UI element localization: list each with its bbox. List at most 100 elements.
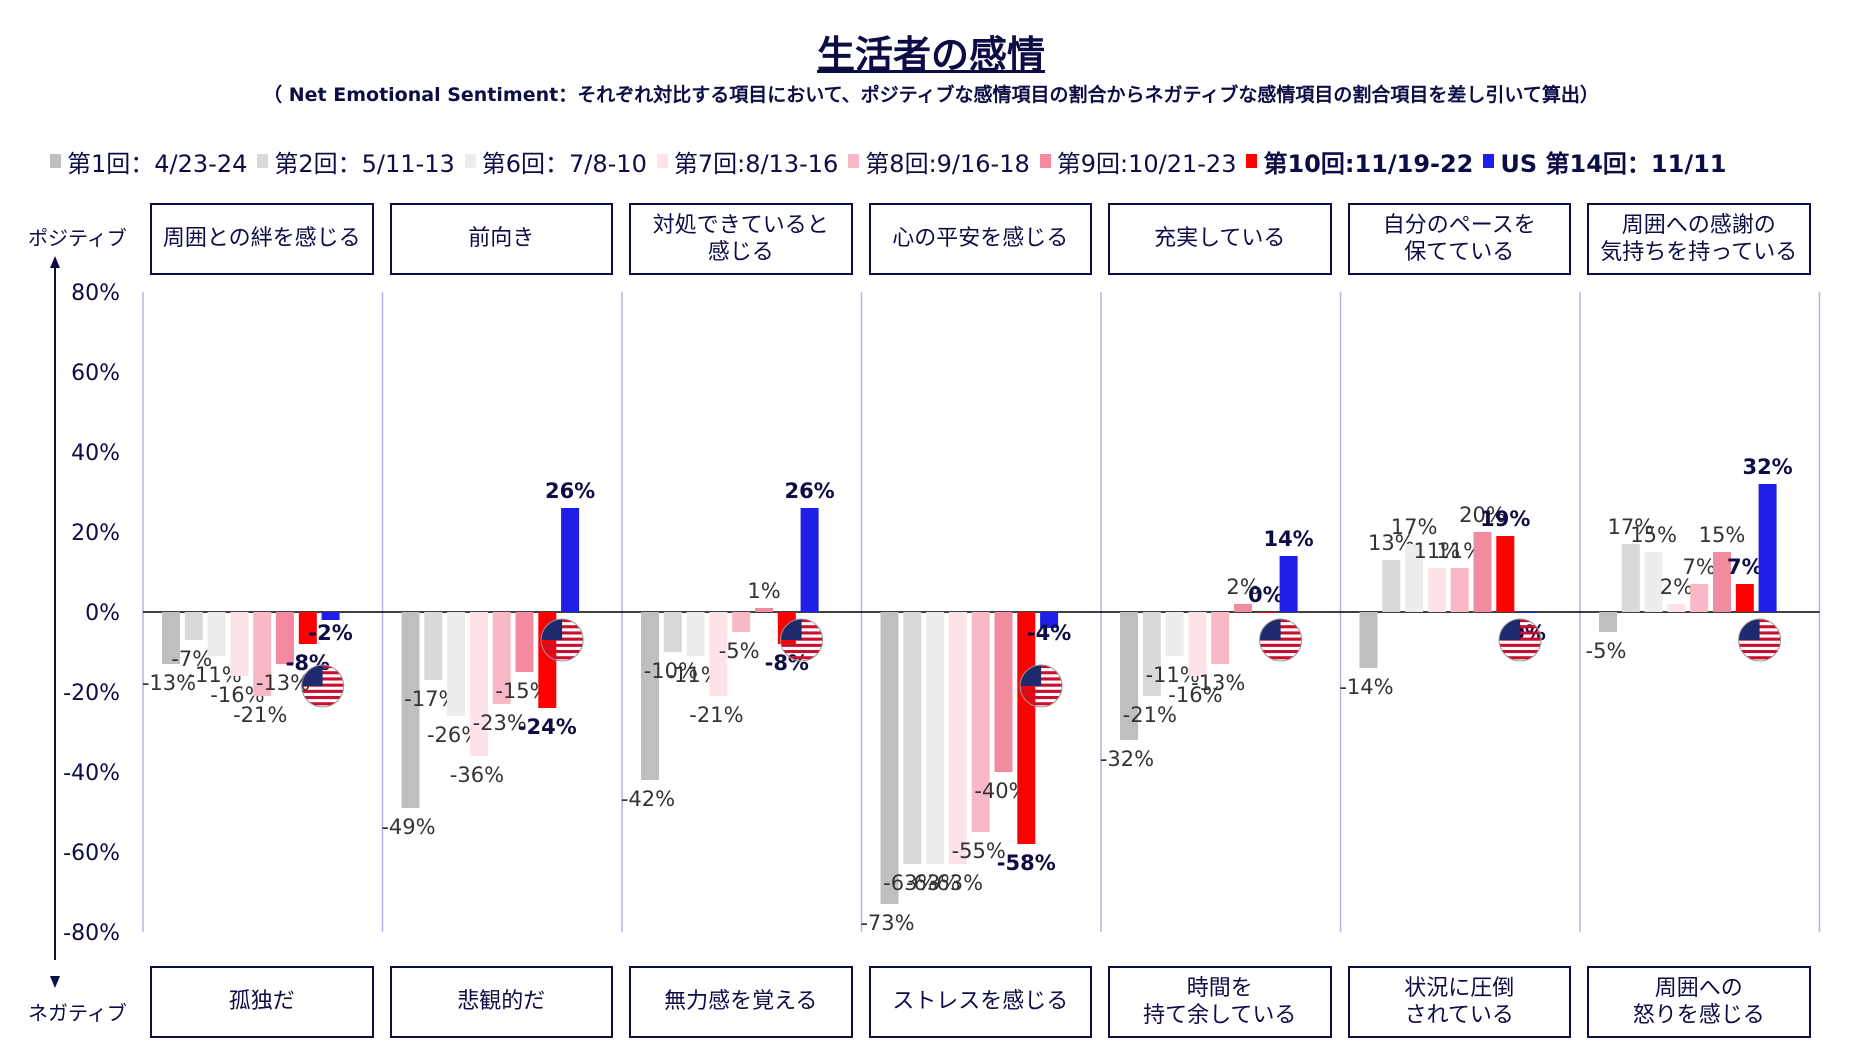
us-flag-icon — [301, 664, 345, 708]
value-label: 17% — [1391, 515, 1438, 539]
value-label: -21% — [233, 703, 287, 727]
value-label: 15% — [1699, 523, 1746, 547]
y-axis-arrow-up — [50, 256, 60, 268]
value-label: 7% — [1727, 555, 1763, 579]
bar — [469, 612, 488, 756]
value-label: 19% — [1480, 507, 1530, 531]
bar — [1405, 544, 1424, 612]
bar — [1473, 532, 1492, 612]
bar — [948, 612, 967, 864]
legend-label: 第9回:10/21-23 — [1056, 149, 1237, 178]
bar — [1188, 612, 1207, 676]
category-positive-label: 心の平安を感じる — [868, 203, 1092, 275]
bar — [1667, 604, 1686, 612]
bar — [1496, 536, 1515, 612]
bar — [926, 612, 945, 864]
bar — [880, 612, 899, 904]
legend-label: 第1回：4/23-24 — [67, 149, 248, 178]
value-label: -2% — [308, 621, 352, 645]
legend-item: 第2回：5/11-13 — [257, 144, 455, 179]
category-negative-label: ストレスを感じる — [868, 966, 1092, 1038]
value-label: -24% — [518, 715, 577, 739]
bar — [1621, 544, 1640, 612]
value-label: -14% — [1339, 675, 1393, 699]
legend-label: 第7回:8/13-16 — [673, 149, 839, 178]
legend-swatch — [1246, 154, 1258, 168]
value-label: -5% — [1586, 639, 1627, 663]
value-label: -63% — [929, 871, 983, 895]
bar — [276, 612, 294, 664]
bar — [994, 612, 1013, 772]
bar — [1735, 584, 1754, 612]
value-label: -13% — [142, 671, 196, 695]
value-label: -58% — [997, 851, 1056, 875]
bar — [298, 612, 317, 644]
legend-label: 第6回：7/8-10 — [481, 149, 647, 178]
category-positive-label: 周囲への感謝の 気持ちを持っている — [1587, 203, 1811, 275]
y-tick-label: 0% — [85, 601, 120, 626]
bar — [800, 508, 819, 612]
legend-swatch — [848, 154, 860, 168]
value-label: 26% — [784, 479, 834, 503]
y-axis-arrow-down — [50, 976, 60, 988]
bar — [1017, 612, 1036, 844]
category-negative-label: 悲観的だ — [389, 966, 613, 1038]
y-tick-label: -80% — [63, 921, 120, 946]
bar — [321, 612, 340, 620]
bar — [1450, 568, 1469, 612]
legend-item: US 第14回：11/11 — [1483, 144, 1726, 179]
category-positive-label: 充実している — [1108, 203, 1332, 275]
us-flag-icon — [1738, 618, 1782, 662]
bar — [1359, 612, 1378, 668]
legend-swatch — [656, 154, 668, 168]
bar — [207, 612, 226, 656]
value-label: -63% — [883, 871, 937, 895]
bar — [1120, 612, 1138, 740]
chart-subtitle: （ Net Emotional Sentiment：それぞれ対比する項目において… — [263, 84, 1599, 106]
value-label: -36% — [450, 763, 504, 787]
value-label: 1% — [747, 579, 780, 603]
category-positive-label: 周囲との絆を感じる — [150, 203, 374, 275]
bar — [515, 612, 534, 672]
value-label: 20% — [1459, 503, 1506, 527]
bar — [184, 612, 203, 640]
category-positive-label: 対処できていると 感じる — [629, 203, 853, 275]
legend-swatch — [1483, 154, 1495, 168]
value-label: 7% — [1683, 555, 1716, 579]
value-label: -5% — [719, 639, 760, 663]
value-label: -16% — [1168, 683, 1222, 707]
y-tick-label: 40% — [71, 441, 120, 466]
legend-label: 第2回：5/11-13 — [274, 149, 455, 178]
legend-swatch — [1039, 154, 1051, 168]
bar — [1382, 560, 1401, 612]
value-label: -4% — [1027, 621, 1071, 645]
bar — [1165, 612, 1184, 656]
category-positive-label: 自分のペースを 保てている — [1347, 203, 1571, 275]
bar — [1690, 584, 1709, 612]
category-negative-label: 孤独だ — [150, 966, 374, 1038]
legend-item: 第8回:9/16-18 — [848, 144, 1030, 179]
value-label: 26% — [545, 479, 595, 503]
bar — [1713, 552, 1731, 612]
bar — [492, 612, 511, 704]
us-flag-icon — [1259, 618, 1303, 662]
category-negative-label: 時間を 持て余している — [1108, 966, 1332, 1038]
value-label: -7% — [171, 647, 212, 671]
legend: 第1回：4/23-24 第2回：5/11-13 第6回：7/8-10 第7回:8/13… — [50, 144, 1736, 178]
bar — [732, 612, 751, 632]
category-negative-label: 周囲への 怒りを感じる — [1587, 966, 1811, 1038]
bar — [709, 612, 728, 696]
legend-item: 第10回:11/19-22 — [1246, 144, 1473, 179]
bar — [1519, 612, 1538, 613]
negative-axis-label: ネガティブ — [28, 1001, 127, 1025]
y-tick-label: -20% — [63, 681, 120, 706]
us-flag-icon — [1498, 618, 1542, 662]
bar — [1040, 612, 1059, 628]
value-label: -55% — [952, 839, 1006, 863]
bar — [1599, 612, 1617, 632]
bar — [561, 508, 580, 612]
category-positive-label: 前向き — [389, 203, 613, 275]
value-label: 11% — [1414, 539, 1461, 563]
bar — [1279, 556, 1298, 612]
value-label: -63% — [906, 871, 960, 895]
